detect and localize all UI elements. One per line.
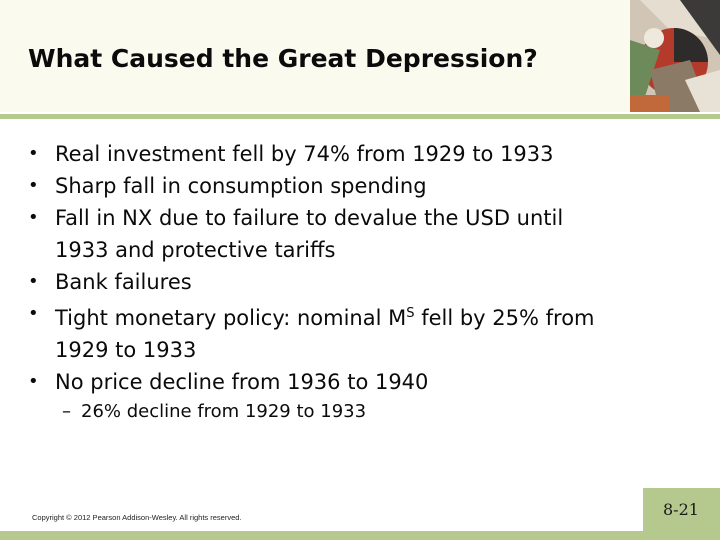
bullet-item: • Real investment fell by 74% from 1929 … [28,138,708,170]
bullet-item: • Bank failures [28,266,708,298]
bullet-item: • Fall in NX due to failure to devalue t… [28,202,708,266]
bullet-text: Sharp fall in consumption spending [55,174,427,198]
bullet-item: • Tight monetary policy: nominal MS fell… [28,298,708,366]
dash-icon: – [62,401,71,422]
bullet-item: • Sharp fall in consumption spending [28,170,708,202]
bullet-text: Fall in NX due to failure to devalue the… [55,206,564,230]
sub-bullet: –26% decline from 1929 to 1933 [62,401,366,422]
page-number-box [643,488,720,540]
page-number: 8-21 [663,500,699,519]
bullet-icon: • [28,143,39,164]
bullet-text-continued: 1933 and protective tariffs [55,238,336,262]
bullet-text: Tight monetary policy: nominal M [55,306,407,330]
footer-divider [0,531,643,540]
bullet-text-tail: fell by 25% from [414,306,595,330]
bullet-text: Bank failures [55,270,192,294]
bullet-text-continued: 1929 to 1933 [55,338,197,362]
abstract-art-image [630,0,720,112]
bullet-text: Real investment fell by 74% from 1929 to… [55,142,554,166]
bullet-item: • No price decline from 1936 to 1940 [28,366,708,398]
copyright-notice: Copyright © 2012 Pearson Addison-Wesley.… [32,513,242,522]
decorative-artwork [630,0,720,112]
title-divider [0,114,720,119]
sub-bullet-text: 26% decline from 1929 to 1933 [81,401,367,422]
bullet-icon: • [28,371,39,392]
bullet-icon: • [28,271,39,292]
bullet-icon: • [28,207,39,228]
bullet-list: • Real investment fell by 74% from 1929 … [28,138,708,398]
superscript: S [406,306,415,321]
bullet-icon: • [28,303,39,324]
title-band [0,0,720,112]
bullet-text: No price decline from 1936 to 1940 [55,370,429,394]
bullet-icon: • [28,175,39,196]
slide-title: What Caused the Great Depression? [28,44,538,73]
